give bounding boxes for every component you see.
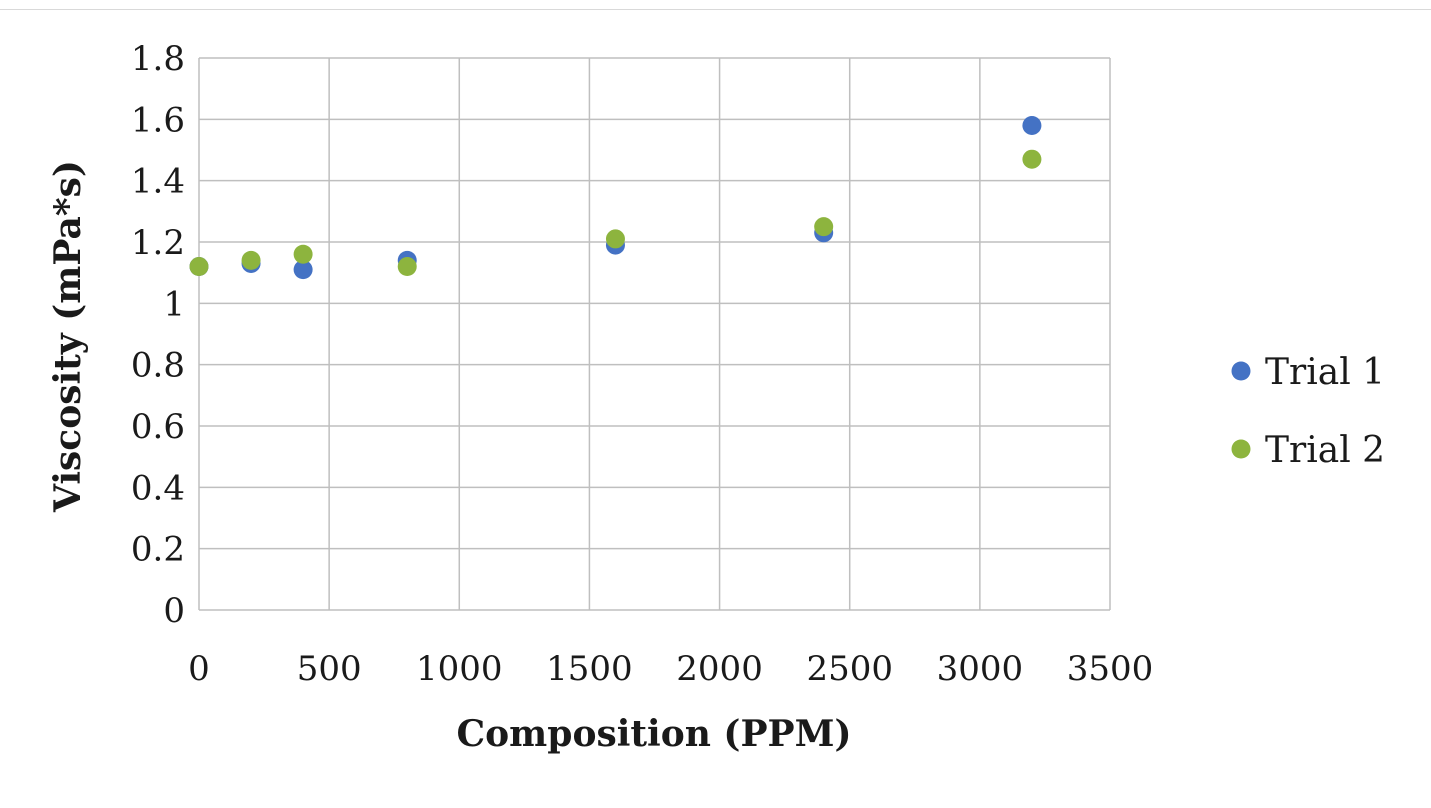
x-tick-label: 0 bbox=[188, 649, 210, 689]
x-tick-label: 3000 bbox=[937, 649, 1024, 689]
y-tick-label: 1.2 bbox=[131, 223, 185, 263]
y-axis-title: Viscosity (mPa*s) bbox=[47, 160, 89, 513]
y-tick-label: 0.6 bbox=[131, 407, 185, 447]
top-divider bbox=[0, 9, 1431, 10]
x-axis-title: Composition (PPM) bbox=[457, 713, 852, 755]
legend-label: Trial 1 bbox=[1265, 352, 1385, 393]
y-tick-label: 0.8 bbox=[131, 346, 185, 386]
y-tick-label: 1 bbox=[163, 284, 185, 324]
legend-label: Trial 2 bbox=[1265, 430, 1385, 471]
y-tick-label: 0 bbox=[163, 591, 185, 631]
grid bbox=[198, 57, 1111, 611]
y-tick-label: 1.6 bbox=[131, 100, 185, 140]
data-point-trial-2 bbox=[397, 257, 417, 277]
x-tick-labels: 0 500 1000 1500 2000 2500 3000 3500 bbox=[188, 649, 1153, 689]
data-point-trial-2 bbox=[605, 229, 625, 249]
y-tick-label: 1.8 bbox=[131, 39, 185, 79]
data-point-trial-2 bbox=[814, 217, 834, 237]
legend: Trial 1 Trial 2 bbox=[1231, 352, 1385, 471]
data-point-trial-2 bbox=[241, 250, 261, 270]
y-tick-label: 0.4 bbox=[131, 468, 185, 508]
x-tick-label: 3500 bbox=[1067, 649, 1154, 689]
data-points bbox=[189, 115, 1042, 280]
data-point-trial-2 bbox=[293, 244, 313, 264]
data-point-trial-2 bbox=[1022, 149, 1042, 169]
x-tick-label: 2500 bbox=[806, 649, 893, 689]
x-tick-label: 1500 bbox=[546, 649, 633, 689]
x-tick-label: 500 bbox=[297, 649, 362, 689]
y-tick-labels: 0 0.2 0.4 0.6 0.8 1 1.2 1.4 1.6 1.8 bbox=[131, 39, 185, 631]
y-tick-label: 0.2 bbox=[131, 530, 185, 570]
y-tick-label: 1.4 bbox=[131, 162, 185, 202]
data-point-trial-2 bbox=[189, 257, 209, 277]
legend-marker-trial-2 bbox=[1231, 439, 1251, 459]
x-tick-label: 1000 bbox=[416, 649, 503, 689]
data-point-trial-1 bbox=[293, 260, 313, 280]
data-point-trial-1 bbox=[1022, 115, 1042, 135]
x-tick-label: 2000 bbox=[676, 649, 763, 689]
legend-marker-trial-1 bbox=[1231, 361, 1251, 381]
